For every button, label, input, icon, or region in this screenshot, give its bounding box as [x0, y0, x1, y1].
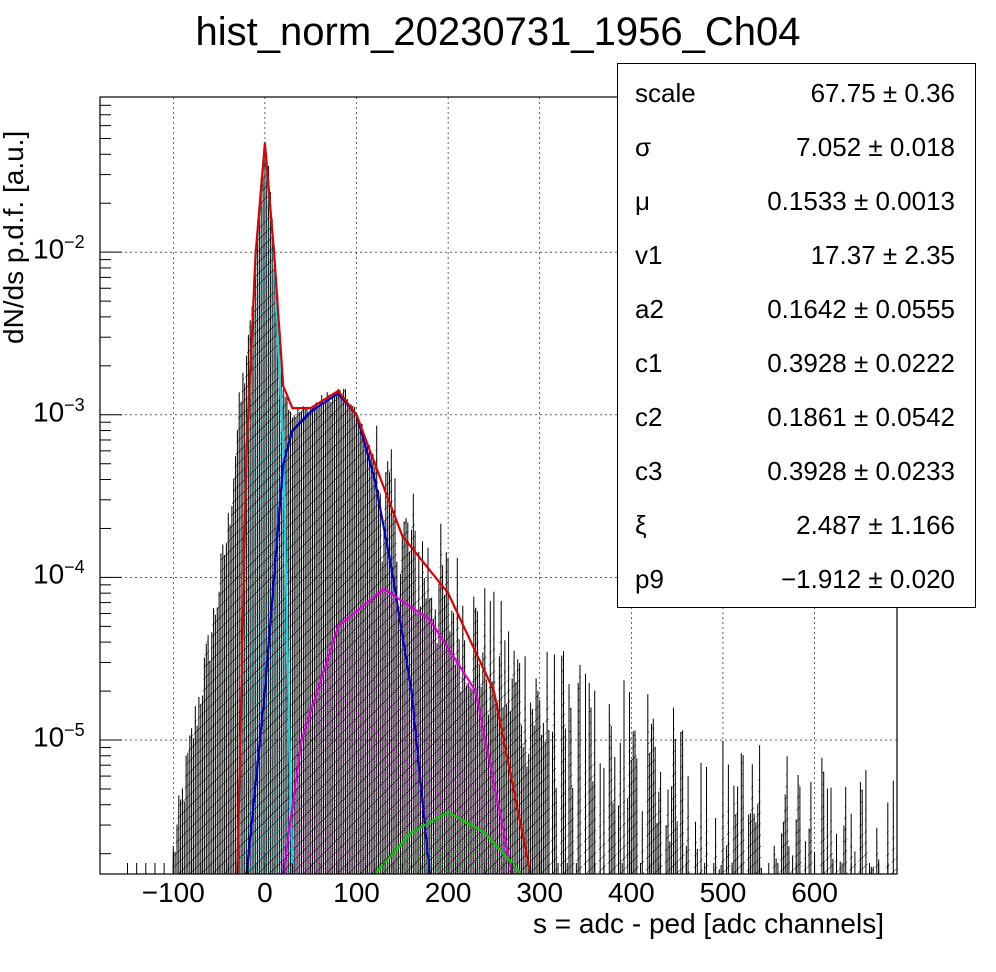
y-tick-label: 10−5 [33, 720, 85, 753]
fit-stat-row: μ 0.1533 ± 0.0013 [618, 174, 975, 228]
fit-param-name: ξ [635, 510, 647, 540]
fit-component-curve [282, 587, 514, 874]
fit-param-value: 67.75 ± 0.36 [810, 78, 955, 108]
fit-param-name: c3 [635, 456, 663, 486]
fit-param-name: scale [635, 78, 696, 108]
fit-stat-row: σ 7.052 ± 0.018 [618, 120, 975, 174]
fit-component-fill [237, 146, 293, 874]
fit-param-value: 0.3928 ± 0.0222 [767, 348, 955, 378]
fit-param-value: 7.052 ± 0.018 [796, 132, 955, 162]
y-axis-label: dN/ds p.d.f. [a.u.] [0, 130, 29, 344]
x-tick-label: 600 [791, 877, 838, 908]
fit-param-value: 0.3928 ± 0.0233 [767, 456, 955, 486]
fit-param-name: v1 [635, 240, 663, 270]
chart-title: hist_norm_20230731_1956_Ch04 [195, 10, 801, 54]
fit-param-value: 17.37 ± 2.35 [810, 240, 955, 270]
fit-param-name: σ [635, 132, 652, 162]
fit-param-value: −1.912 ± 0.020 [780, 564, 955, 594]
x-tick-label: 500 [699, 877, 747, 908]
fit-stat-row: c3 0.3928 ± 0.0233 [618, 444, 975, 498]
fit-param-name: p9 [635, 564, 664, 594]
fit-param-name: c1 [635, 348, 663, 378]
fit-stat-row: c2 0.1861 ± 0.0542 [618, 390, 975, 444]
x-tick-label: 300 [516, 877, 564, 908]
y-tick-label: 10−3 [33, 394, 85, 428]
fit-stat-row: c1 0.3928 ± 0.0222 [618, 336, 975, 390]
fit-component-curve [236, 142, 532, 874]
fit-stats-box: scale 67.75 ± 0.36 σ 7.052 ± 0.018 μ 0.1533 ±… [617, 63, 976, 608]
fit-stat-row: ξ 2.487 ± 1.166 [618, 498, 975, 552]
fit-param-name: a2 [635, 294, 664, 324]
x-tick-label: 0 [257, 877, 273, 908]
fit-stat-row: v1 17.37 ± 2.35 [618, 228, 975, 282]
fit-stat-row: p9 −1.912 ± 0.020 [618, 552, 975, 606]
fit-param-value: 2.487 ± 1.166 [796, 510, 955, 540]
fit-component-fill [374, 812, 522, 874]
x-tick-label: 400 [607, 877, 655, 908]
x-tick-label: 100 [333, 877, 380, 908]
fit-param-value: 0.1861 ± 0.0542 [767, 402, 955, 432]
x-tick-label: −100 [141, 877, 205, 908]
fit-param-name: μ [635, 186, 650, 216]
fit-param-name: c2 [635, 402, 663, 432]
y-tick-label: 10−4 [33, 557, 85, 590]
x-axis-label: s = adc - ped [adc channels] [533, 908, 884, 939]
fit-stat-row: a2 0.1642 ± 0.0555 [618, 282, 975, 336]
axis-ticks [100, 96, 898, 874]
fit-param-value: 0.1533 ± 0.0013 [767, 186, 955, 216]
x-tick-label: 200 [424, 877, 472, 908]
y-tick-label: 10−2 [33, 232, 85, 265]
fit-component-curve [373, 810, 523, 874]
fit-stat-row: scale 67.75 ± 0.36 [618, 66, 975, 120]
fit-param-value: 0.1642 ± 0.0555 [767, 294, 955, 324]
